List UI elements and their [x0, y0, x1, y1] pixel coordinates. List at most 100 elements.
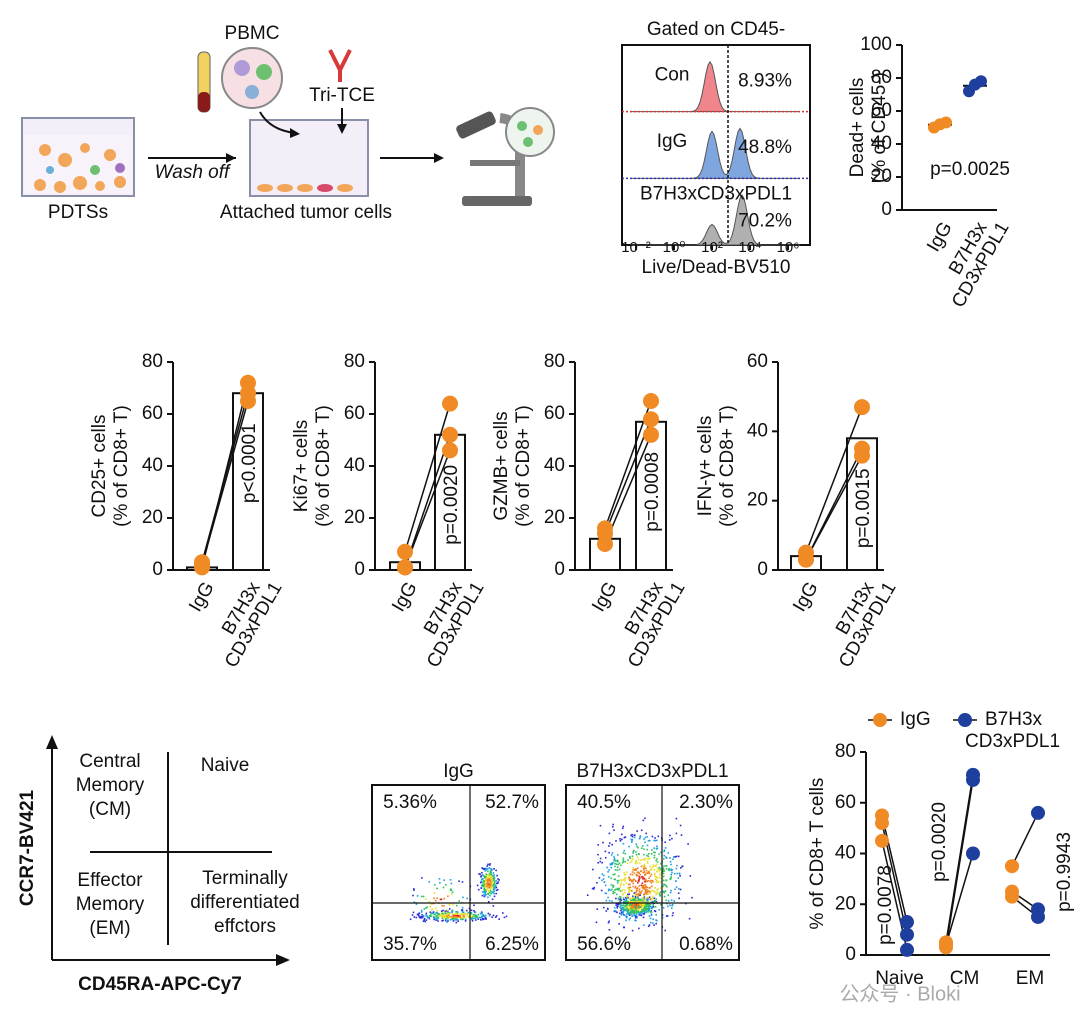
event-dot — [488, 877, 491, 880]
event-dot — [604, 856, 607, 859]
event-dot — [631, 910, 633, 913]
data-point — [643, 411, 659, 428]
pair-line — [201, 400, 249, 566]
event-dot — [445, 884, 447, 886]
event-dot — [616, 880, 619, 882]
percent-label: 48.8% — [738, 137, 792, 158]
event-dot — [620, 878, 622, 881]
event-dot — [654, 878, 657, 880]
event-dot — [446, 909, 448, 912]
event-dot — [468, 916, 470, 918]
event-dot — [643, 864, 646, 867]
schematic-label: Tri-TCE — [309, 85, 375, 106]
event-dot — [644, 836, 647, 839]
event-dot — [640, 884, 643, 887]
event-dot — [440, 910, 443, 912]
event-dot — [451, 917, 454, 920]
event-dot — [662, 875, 665, 878]
event-dot — [448, 913, 451, 915]
event-dot — [617, 905, 619, 907]
event-dot — [633, 872, 636, 874]
event-dot — [451, 911, 453, 913]
event-dot — [487, 870, 489, 873]
event-dot — [440, 898, 443, 901]
event-dot — [496, 888, 499, 891]
event-dot — [631, 899, 633, 902]
event-dot — [448, 908, 451, 910]
event-dot — [493, 868, 495, 870]
event-dot — [447, 916, 450, 919]
event-dot — [639, 910, 642, 913]
event-dot — [412, 894, 414, 897]
event-dot — [473, 904, 475, 907]
event-dot — [613, 891, 616, 894]
event-dot — [436, 912, 439, 915]
event-dot — [639, 906, 641, 909]
event-dot — [659, 868, 661, 870]
event-dot — [612, 885, 615, 887]
event-dot — [489, 871, 492, 874]
event-dot — [608, 869, 610, 871]
quadrant-percent: 5.36% — [383, 792, 437, 813]
event-dot — [629, 886, 632, 889]
plot-frame — [371, 784, 546, 961]
event-dot — [648, 915, 651, 917]
event-dot — [629, 857, 631, 859]
event-dot — [656, 891, 658, 894]
event-dot — [649, 917, 652, 920]
row-label: IgG — [657, 131, 688, 152]
y-tick-label: 40 — [747, 420, 768, 441]
event-dot — [497, 878, 499, 880]
event-dot — [622, 860, 625, 863]
event-dot — [651, 907, 653, 910]
event-dot — [602, 841, 604, 844]
event-dot — [665, 899, 667, 902]
event-dot — [435, 917, 437, 920]
event-dot — [659, 891, 662, 893]
event-dot — [691, 896, 693, 899]
event-dot — [612, 890, 614, 893]
event-dot — [440, 914, 443, 916]
event-dot — [628, 911, 631, 914]
event-dot — [667, 852, 669, 854]
event-dot — [645, 869, 648, 872]
event-dot — [483, 883, 486, 885]
event-dot — [656, 919, 658, 922]
event-dot — [480, 911, 483, 913]
event-dot — [628, 913, 630, 915]
event-dot — [639, 892, 641, 894]
event-dot — [421, 914, 423, 916]
event-dot — [607, 871, 609, 873]
event-dot — [606, 866, 608, 869]
event-dot — [486, 884, 489, 886]
x-tick-label: Naive — [875, 968, 924, 989]
event-dot — [647, 901, 649, 904]
x-tick-label: IgG — [185, 579, 218, 616]
event-dot — [628, 904, 631, 906]
event-dot — [599, 824, 602, 827]
event-dot — [495, 915, 498, 917]
event-dot — [485, 889, 488, 891]
event-dot — [636, 912, 638, 915]
event-dot — [489, 863, 491, 865]
event-dot — [413, 889, 415, 891]
event-dot — [461, 906, 464, 909]
event-dot — [637, 887, 639, 889]
event-dot — [453, 917, 456, 920]
event-dot — [638, 898, 640, 901]
event-dot — [484, 875, 487, 878]
y-axis-label: CD25+ cells — [89, 415, 110, 518]
event-dot — [487, 883, 490, 885]
y-tick-label: 40 — [142, 455, 163, 476]
event-dot — [443, 897, 446, 900]
event-dot — [689, 875, 692, 877]
event-dot — [483, 875, 485, 877]
event-dot — [591, 887, 594, 890]
event-dot — [483, 891, 486, 893]
event-dot — [623, 906, 625, 908]
event-dot — [614, 862, 616, 865]
event-dot — [639, 912, 641, 914]
data-point — [966, 846, 980, 861]
event-dot — [488, 890, 490, 893]
